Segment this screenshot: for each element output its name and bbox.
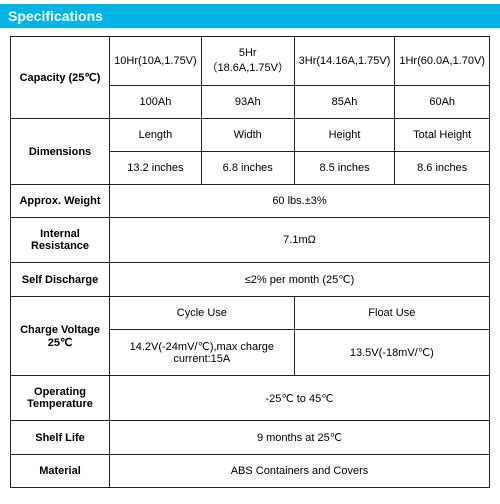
operating-label: Operating Temperature (11, 376, 110, 421)
capacity-rate-1: 5Hr（18.6A,1.75V） (201, 37, 294, 86)
discharge-label: Self Discharge (11, 263, 110, 297)
dim-v-2: 8.5 inches (294, 152, 395, 185)
capacity-val-1: 93Ah (201, 86, 294, 119)
dim-v-1: 6.8 inches (201, 152, 294, 185)
capacity-val-2: 85Ah (294, 86, 395, 119)
material-label: Material (11, 455, 110, 488)
resistance-value: 7.1mΩ (110, 218, 490, 263)
resistance-label: Internal Resistance (11, 218, 110, 263)
dimensions-label: Dimensions (11, 119, 110, 185)
capacity-rate-2: 3Hr(14.16A,1.75V) (294, 37, 395, 86)
charge-v-1: 13.5V(-18mV/℃) (294, 330, 489, 376)
capacity-rate-0: 10Hr(10A,1.75V) (110, 37, 202, 86)
capacity-val-0: 100Ah (110, 86, 202, 119)
weight-label: Approx. Weight (11, 185, 110, 218)
section-header: Specifications (0, 4, 500, 28)
dim-h-0: Length (110, 119, 202, 152)
shelf-value: 9 months at 25℃ (110, 421, 490, 455)
specs-table: Capacity (25℃) 10Hr(10A,1.75V) 5Hr（18.6A… (10, 36, 490, 488)
charge-h-1: Float Use (294, 297, 489, 330)
dim-h-2: Height (294, 119, 395, 152)
dim-h-1: Width (201, 119, 294, 152)
operating-value: -25℃ to 45℃ (110, 376, 490, 421)
shelf-label: Shelf Life (11, 421, 110, 455)
weight-value: 60 lbs.±3% (110, 185, 490, 218)
dim-v-3: 8.6 inches (395, 152, 490, 185)
capacity-label: Capacity (25℃) (11, 37, 110, 119)
capacity-val-3: 60Ah (395, 86, 490, 119)
charge-label: Charge Voltage 25℃ (11, 297, 110, 376)
charge-v-0: 14.2V(-24mV/℃),max charge current:15A (110, 330, 295, 376)
charge-h-0: Cycle Use (110, 297, 295, 330)
dim-h-3: Total Height (395, 119, 490, 152)
discharge-value: ≤2% per month (25℃) (110, 263, 490, 297)
capacity-rate-3: 1Hr(60.0A,1.70V) (395, 37, 490, 86)
dim-v-0: 13.2 inches (110, 152, 202, 185)
material-value: ABS Containers and Covers (110, 455, 490, 488)
